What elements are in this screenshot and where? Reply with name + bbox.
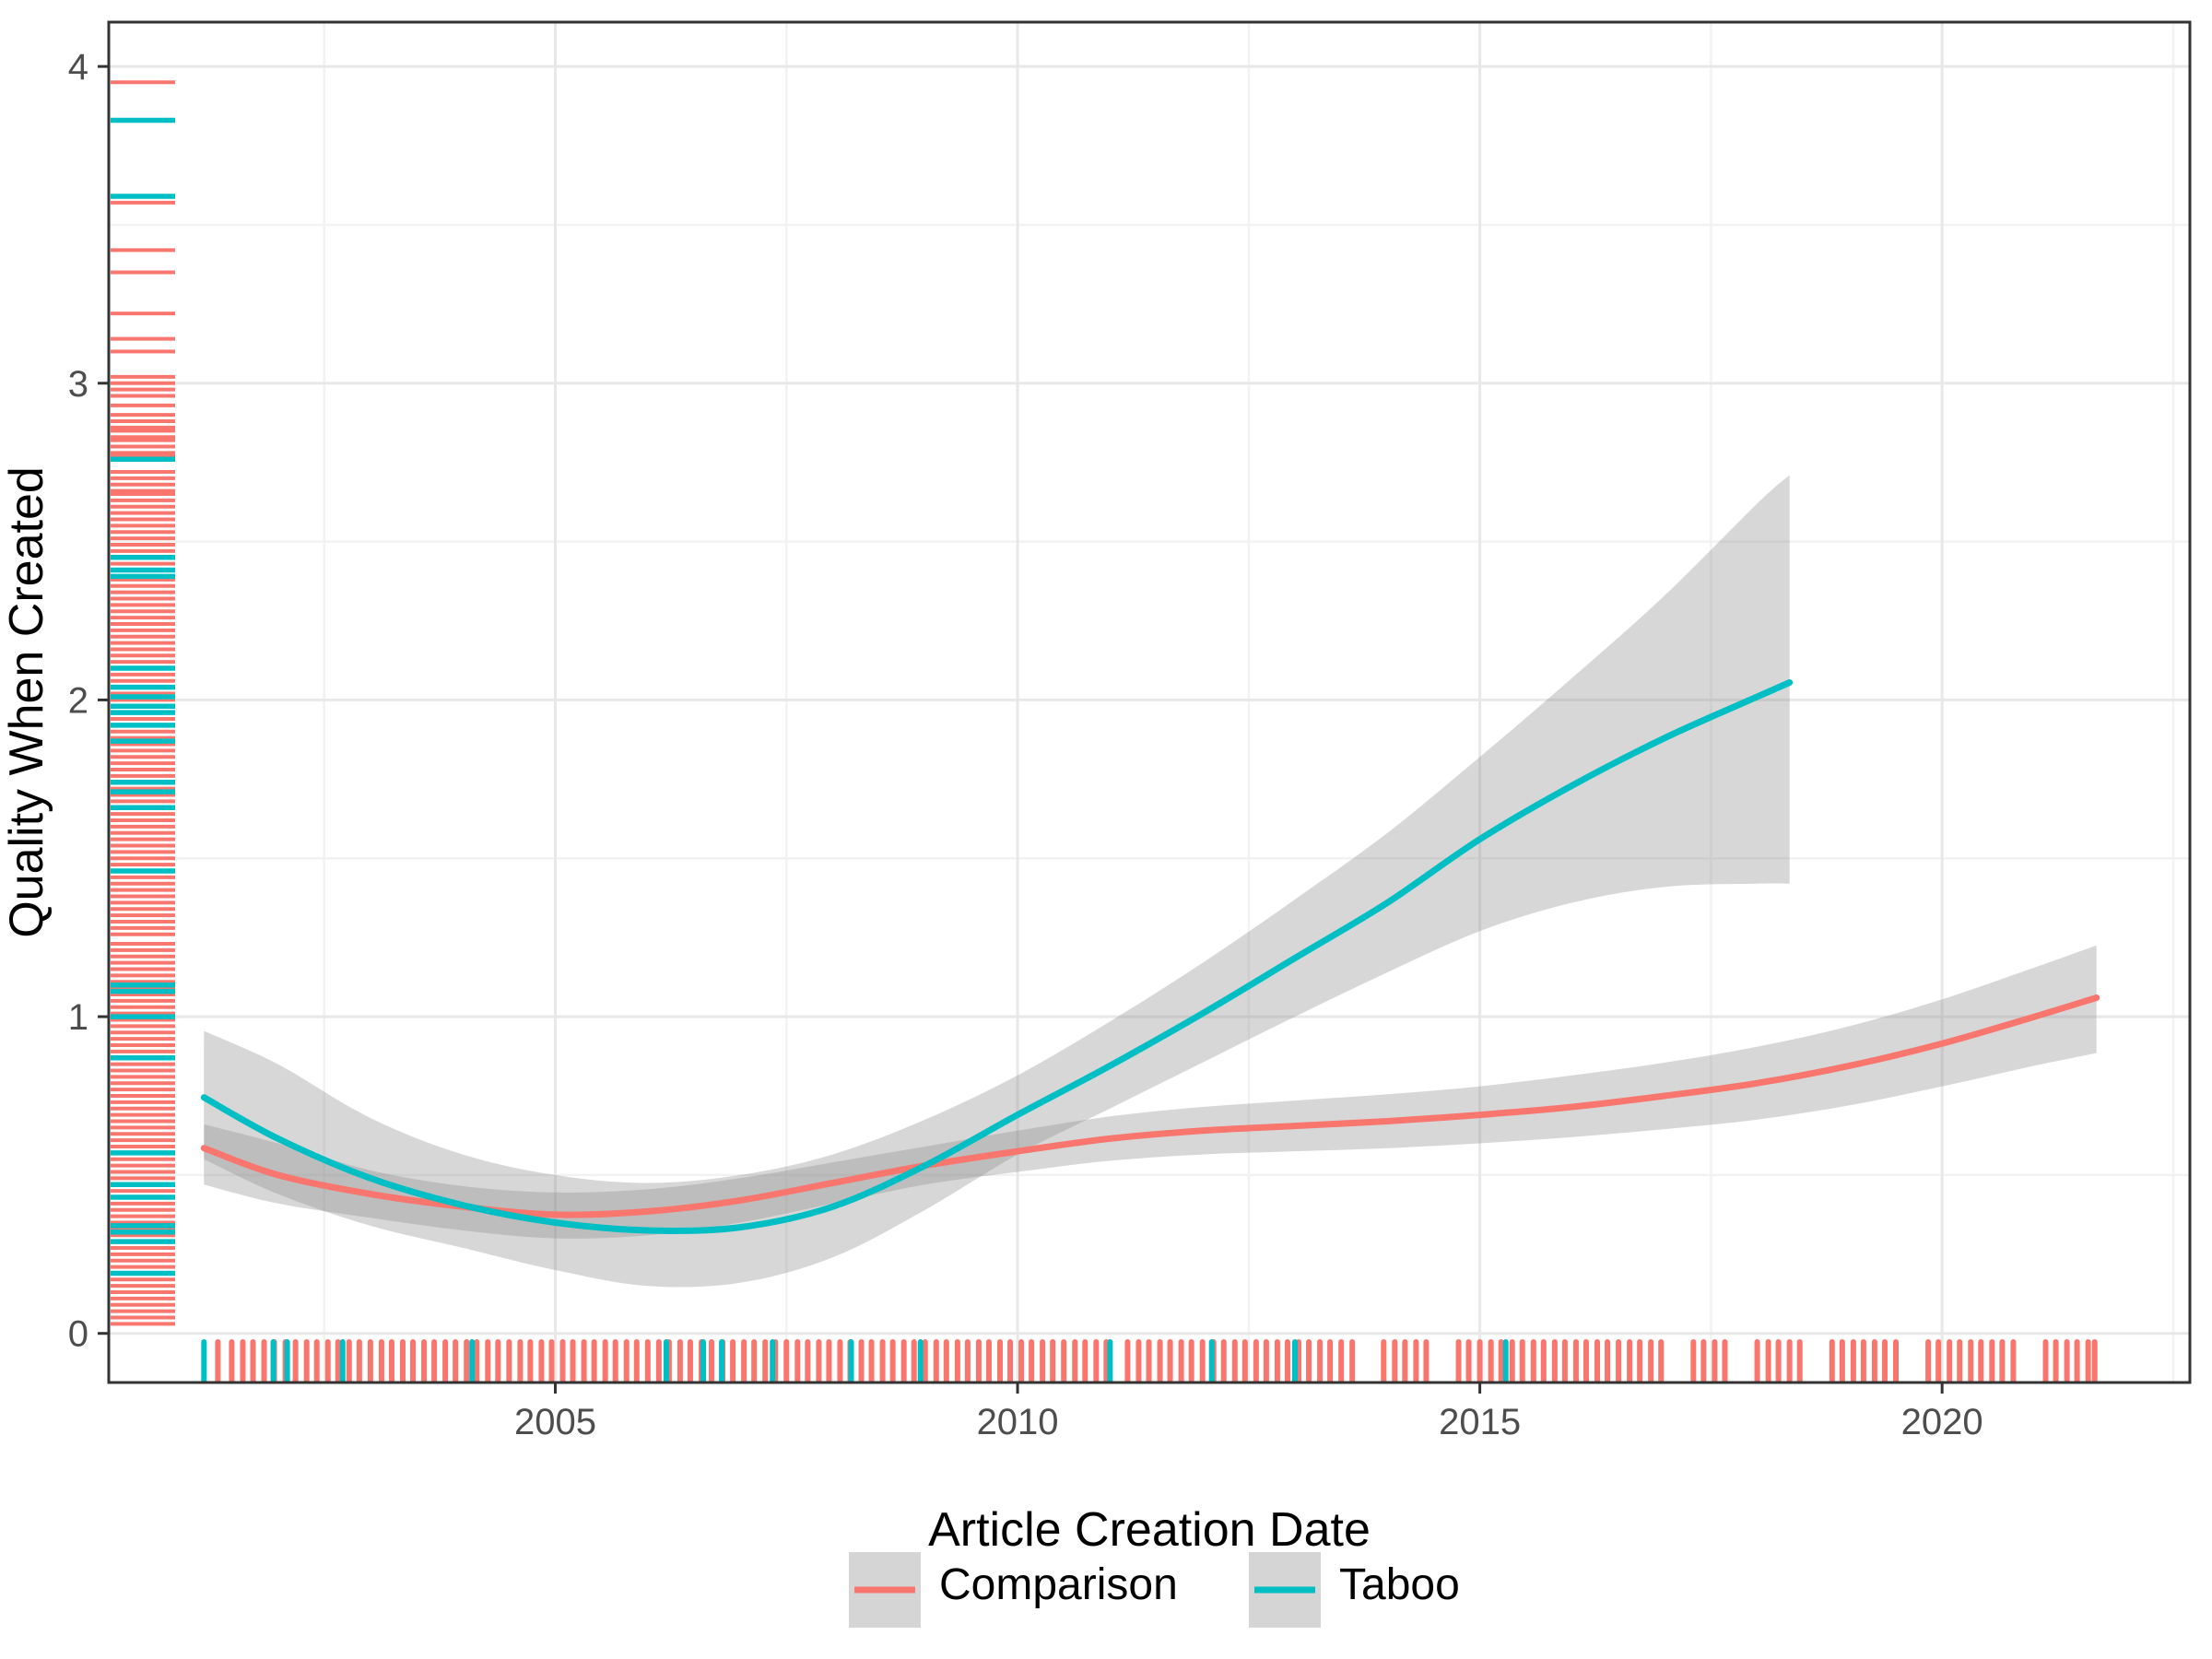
smoothed-curves-layer — [200, 679, 2100, 1234]
y-tick-label: 1 — [68, 997, 88, 1038]
x-tick-label: 2015 — [1439, 1402, 1521, 1442]
legend: Comparison Taboo — [849, 1552, 1460, 1628]
y-tick-label: 4 — [68, 47, 88, 88]
x-axis-title: Article Creation Date — [928, 1503, 1371, 1557]
taboo-smoothed-line — [200, 679, 1794, 1234]
y-tick-label: 0 — [68, 1314, 88, 1355]
y-axis-title: Quality When Created — [0, 466, 53, 938]
panel-border — [107, 20, 2192, 1384]
rug-marks-layer — [111, 80, 2098, 1383]
x-tick-label: 2005 — [514, 1402, 596, 1442]
y-tick-label: 3 — [68, 364, 88, 405]
comparison-smoothed-line — [200, 994, 2100, 1218]
legend-label-taboo: Taboo — [1339, 1560, 1460, 1609]
grid-layer — [109, 22, 2190, 1382]
confidence-bands-layer — [204, 475, 2097, 1288]
y-tick-label: 2 — [68, 680, 88, 721]
axes-layer: 2005 2010 2015 2020 0 1 2 3 4 — [68, 20, 2192, 1442]
taboo-confidence-band — [204, 475, 1790, 1288]
legend-label-comparison: Comparison — [939, 1560, 1178, 1609]
x-tick-label: 2020 — [1901, 1402, 1983, 1442]
x-tick-label: 2010 — [977, 1402, 1059, 1442]
